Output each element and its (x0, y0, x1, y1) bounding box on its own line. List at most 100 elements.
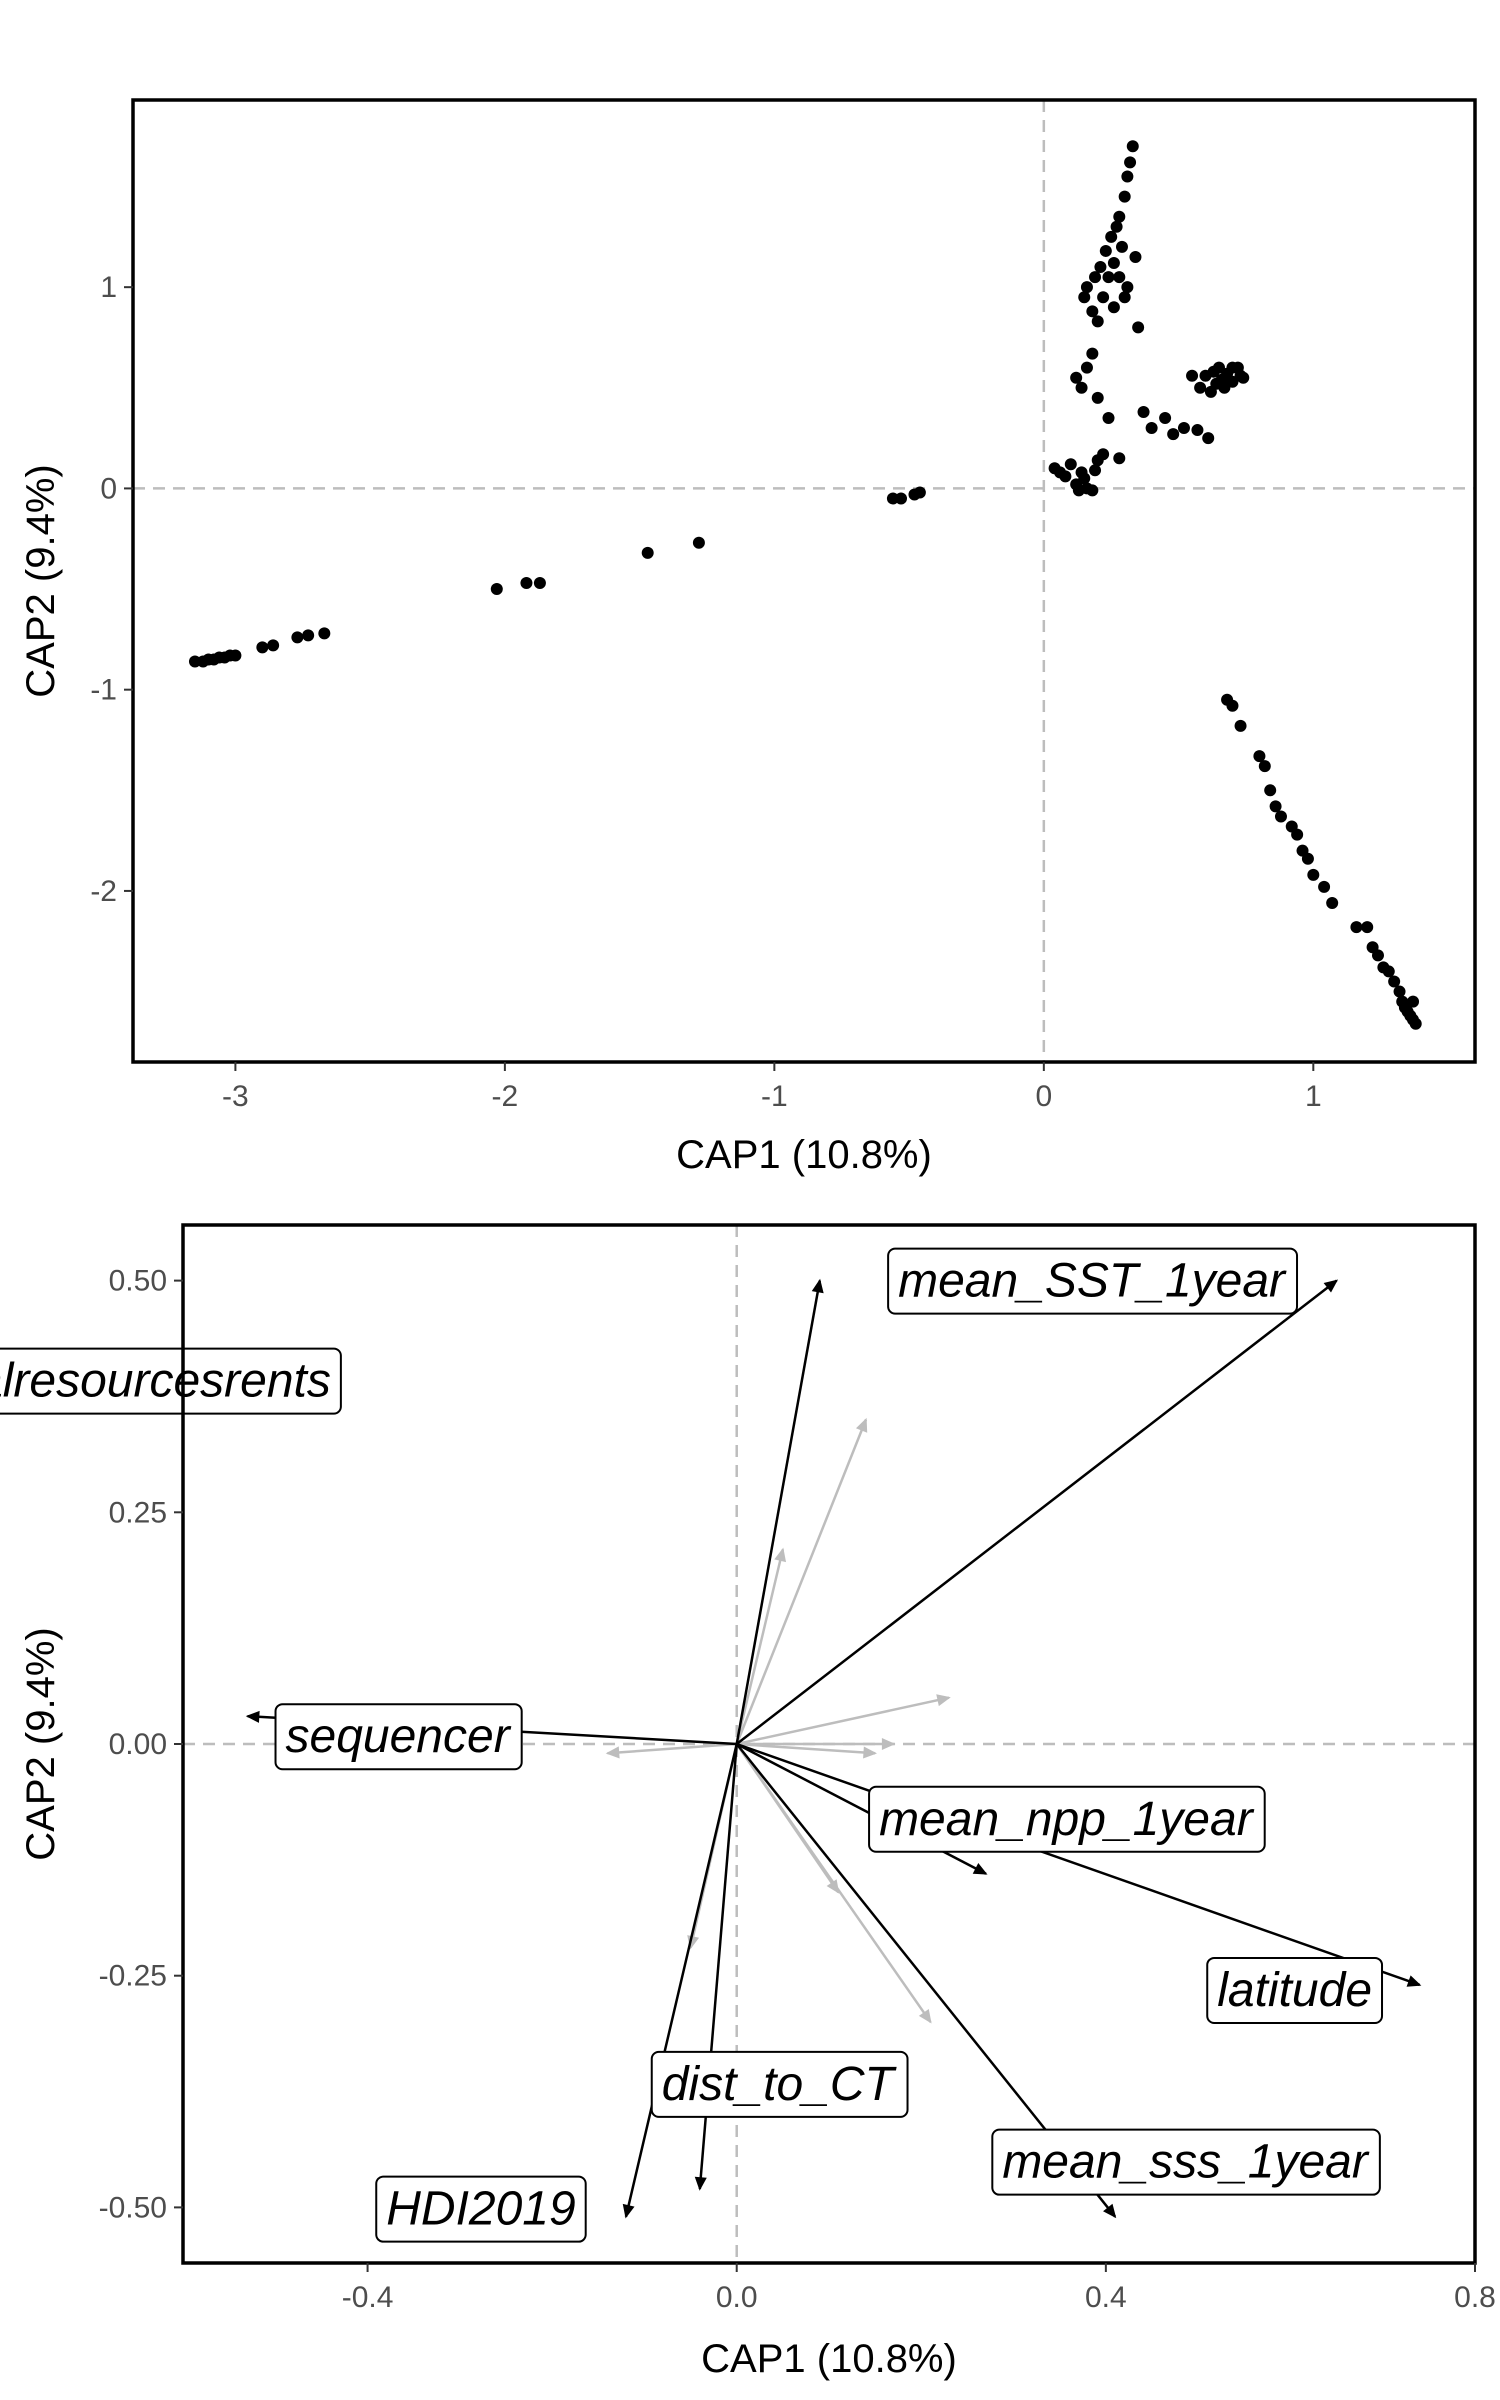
vector-arrow-head (694, 2176, 707, 2191)
data-point (1089, 464, 1102, 477)
data-point (1115, 240, 1128, 253)
x-tick-label: -0.4 (342, 2281, 394, 2314)
vector-label-box (650, 2050, 909, 2118)
data-point (1102, 411, 1115, 424)
vector-label-text: HDI2019 (386, 2183, 575, 2236)
y-tick-label: 0 (100, 472, 117, 505)
vector-label: mean_npp_1year (868, 1785, 1266, 1853)
vector-label-box (375, 2175, 587, 2243)
vector-arrow-head (1406, 1975, 1422, 1987)
vector-label: mean_SST_1year (887, 1247, 1299, 1315)
data-point (1086, 305, 1099, 318)
x-tick-label: 0.0 (716, 2281, 758, 2314)
vector-arrow-shaft (735, 1280, 822, 1745)
vector-arrow-shaft (624, 1743, 738, 2217)
data-point (1137, 405, 1150, 418)
vector-arrow-head (972, 1862, 988, 1875)
data-point (1091, 391, 1104, 404)
data-point (1237, 371, 1250, 384)
y-tick-label: -1 (90, 674, 117, 707)
data-point (1202, 432, 1215, 445)
data-point (1121, 170, 1134, 183)
minor-vector-arrow-shaft (735, 1419, 868, 1745)
data-point (1129, 250, 1142, 263)
y-tick-label: 1 (100, 271, 117, 304)
data-point (1269, 800, 1282, 813)
vector-label-text: mean_SST_1year (898, 1255, 1287, 1308)
data-point (302, 629, 315, 642)
y-tick-label: 0.50 (109, 1265, 167, 1298)
vector-arrow (622, 1743, 738, 2219)
data-point (291, 631, 304, 644)
data-point (1167, 428, 1180, 441)
data-point (1307, 868, 1320, 881)
data-point (1078, 291, 1091, 304)
minor-vector-arrow-head (826, 1879, 840, 1894)
biplot-vector-labels: mean_SST_1year Naturalresourcesrents seque… (0, 1247, 1384, 2243)
y-tick-label: -2 (90, 875, 117, 908)
data-point (1258, 760, 1271, 773)
data-point (1075, 381, 1088, 394)
minor-vector-arrow (605, 1742, 737, 1759)
data-point (1407, 995, 1420, 1008)
minor-vector-arrow-head (863, 1746, 877, 1759)
scatter-panel-border (131, 98, 1477, 1064)
data-point (1086, 347, 1099, 360)
data-point (641, 546, 654, 559)
data-point (1159, 411, 1172, 424)
data-point (1177, 422, 1190, 435)
vector-arrow-head (622, 2203, 635, 2219)
data-point (1105, 230, 1118, 243)
data-point (1382, 965, 1395, 978)
minor-vector-arrow-shaft (736, 1696, 950, 1746)
data-point (1361, 921, 1374, 934)
data-point (692, 536, 705, 549)
data-point (1086, 484, 1099, 497)
vector-label-box (274, 1703, 523, 1771)
data-point (1113, 452, 1126, 465)
biplot-y-axis: -0.50 -0.25 0.00 0.25 0.50 (99, 1265, 183, 2224)
minor-vector-arrow (736, 1694, 951, 1746)
minor-vector-arrow-head (918, 2008, 932, 2024)
data-point (1371, 949, 1384, 962)
scatter-x-axis: -3 -2 -1 0 1 (222, 1062, 1322, 1113)
data-point (267, 639, 280, 652)
data-point (229, 649, 242, 662)
biplot-x-axis-title: CAP1 (10.8%) (701, 2337, 957, 2381)
vector-arrow-head (1323, 1279, 1339, 1293)
vector-arrow-head (245, 1710, 260, 1723)
data-point (1318, 880, 1331, 893)
data-point (1094, 261, 1107, 274)
y-tick-label: -0.25 (99, 1960, 167, 1993)
minor-vector-arrow-head (855, 1417, 868, 1433)
data-point (1080, 361, 1093, 374)
vector-label: HDI2019 (375, 2175, 587, 2243)
data-point (1121, 281, 1134, 294)
x-tick-label: 0 (1035, 1080, 1052, 1113)
biplot-x-axis: -0.4 0.0 0.4 0.8 (342, 2263, 1496, 2314)
y-tick-label: -0.50 (99, 2191, 167, 2224)
scatter-reference-lines (133, 100, 1475, 1062)
scatter-points (188, 140, 1422, 1030)
data-point (1113, 271, 1126, 284)
data-point (1107, 301, 1120, 314)
data-point (1089, 271, 1102, 284)
minor-vector-arrow (736, 1742, 877, 1759)
vector-label-text: mean_npp_1year (879, 1793, 1255, 1846)
vector-label-text: dist_to_CT (662, 2058, 898, 2111)
vector-label-box (887, 1247, 1299, 1315)
vector-label-box (0, 1347, 342, 1415)
vector-label-box (1206, 1956, 1384, 2024)
data-point (1264, 784, 1277, 797)
vector-arrow-head (1103, 2203, 1117, 2219)
minor-vector-arrow (735, 1743, 840, 1894)
scatter-y-axis: -2 -1 0 1 (90, 271, 133, 908)
scatter-y-axis-title: CAP2 (9.4%) (19, 464, 63, 697)
data-point (1107, 257, 1120, 270)
data-point (1118, 291, 1131, 304)
vector-arrow (735, 1278, 824, 1745)
data-point (1097, 291, 1110, 304)
data-point (520, 577, 533, 590)
data-point (1099, 244, 1112, 257)
vector-label: dist_to_CT (650, 2050, 909, 2118)
